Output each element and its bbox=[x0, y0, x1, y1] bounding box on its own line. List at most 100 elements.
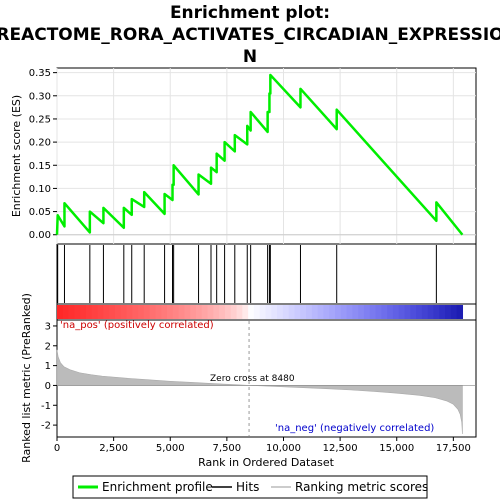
heatbar-segment bbox=[410, 305, 417, 319]
heatbar-segment bbox=[178, 305, 186, 319]
legend-metric-label: Ranking metric scores bbox=[295, 480, 428, 494]
heatbar-segment bbox=[352, 305, 359, 319]
heatbar-segment bbox=[398, 305, 406, 319]
heatbar-segment bbox=[404, 305, 411, 319]
heatbar-segment bbox=[120, 305, 128, 319]
heatbar-segment bbox=[300, 305, 307, 319]
metric-area bbox=[56, 349, 463, 435]
heatbar-segment bbox=[85, 305, 93, 319]
heatbar-segment bbox=[155, 305, 162, 319]
heatbar-segment bbox=[248, 305, 255, 319]
heatbar-segment bbox=[230, 305, 238, 319]
x-ticks: 0 2,500 5,000 7,500 10,000 12,500 15,000 17,500 bbox=[54, 437, 471, 454]
heatbar-segment bbox=[450, 305, 458, 319]
x-tick-label: 2,500 bbox=[99, 443, 128, 454]
heatbar-segment bbox=[329, 305, 336, 319]
heatbar-segment bbox=[294, 305, 301, 319]
heatbar-segment bbox=[427, 305, 435, 319]
heatbar-segment bbox=[97, 305, 104, 319]
heatbar-segment bbox=[317, 305, 325, 319]
heatbar-segment bbox=[62, 305, 70, 319]
metric-area-group bbox=[56, 321, 476, 436]
heatbar-segment bbox=[334, 305, 342, 319]
heatbar-segment bbox=[369, 305, 377, 319]
x-tick-label: 12,500 bbox=[323, 443, 358, 454]
es-tick-label: 0.25 bbox=[29, 114, 51, 125]
metric-tick-label: -2 bbox=[41, 421, 51, 432]
heatbar-segment bbox=[271, 305, 278, 319]
heatbar-segment bbox=[126, 305, 133, 319]
heatbar-segment bbox=[103, 305, 110, 319]
heatbar-segment bbox=[259, 305, 267, 319]
heatbar-segment bbox=[456, 305, 464, 319]
heatbar-segment bbox=[57, 305, 64, 319]
heatbar-segment bbox=[421, 305, 429, 319]
x-axis-label: Rank in Ordered Dataset bbox=[198, 456, 335, 469]
zero-cross-label: Zero cross at 8480 bbox=[210, 374, 295, 384]
metric-ticks: -2 -1 0 1 2 3 bbox=[41, 321, 57, 432]
heatbar-segment bbox=[138, 305, 145, 319]
es-series-line bbox=[55, 73, 464, 236]
title-line-3: N bbox=[243, 47, 257, 67]
es-tick-label: 0.10 bbox=[29, 184, 51, 195]
heatbar-segment bbox=[213, 305, 220, 319]
metric-tick-label: 2 bbox=[45, 341, 51, 352]
legend-es-label: Enrichment profile bbox=[102, 480, 213, 494]
heatbar-segment bbox=[167, 305, 174, 319]
neg-corr-label: 'na_neg' (negatively correlated) bbox=[275, 423, 434, 434]
es-tick-label: 0.00 bbox=[29, 230, 51, 241]
title-line-2: REACTOME_RORA_ACTIVATES_CIRCADIAN_EXPRES… bbox=[0, 25, 500, 45]
heatbar-segment bbox=[236, 305, 243, 319]
x-tick-label: 17,500 bbox=[436, 443, 471, 454]
heatbar-segment bbox=[219, 305, 226, 319]
rank-heatbar bbox=[57, 305, 464, 319]
heatbar-segment bbox=[358, 305, 365, 319]
legend-box bbox=[72, 475, 428, 499]
heatbar-segment bbox=[172, 305, 180, 319]
heatbar-segment bbox=[381, 305, 388, 319]
x-tick-label: 7,500 bbox=[213, 443, 242, 454]
title-line-1: Enrichment plot: bbox=[170, 3, 330, 23]
es-tick-label: 0.05 bbox=[29, 207, 51, 218]
hit-marks bbox=[57, 245, 437, 303]
heatbar-segment bbox=[439, 305, 446, 319]
es-tick-label: 0.35 bbox=[29, 68, 51, 79]
heatbar-segment bbox=[201, 305, 209, 319]
es-ticks: 0.00 0.05 0.10 0.15 0.20 0.25 0.30 0.35 bbox=[29, 68, 57, 241]
x-tick-label: 5,000 bbox=[156, 443, 185, 454]
x-tick-label: 15,000 bbox=[379, 443, 414, 454]
x-tick-label: 0 bbox=[54, 443, 60, 454]
heatbar-segment bbox=[340, 305, 348, 319]
heatbar-segment bbox=[392, 305, 400, 319]
heatbar-segment bbox=[224, 305, 232, 319]
heatbar-segment bbox=[346, 305, 353, 319]
heatbar-segment bbox=[433, 305, 440, 319]
heatbar-segment bbox=[68, 305, 75, 319]
heatbar-segment bbox=[277, 305, 284, 319]
heatbar-segment bbox=[207, 305, 214, 319]
heatbar-segment bbox=[80, 305, 87, 319]
heatbar-segment bbox=[74, 305, 81, 319]
pos-corr-label: 'na_pos' (positively correlated) bbox=[60, 320, 214, 331]
heatbar-segment bbox=[143, 305, 151, 319]
heatbar-segment bbox=[184, 305, 191, 319]
es-tick-label: 0.15 bbox=[29, 161, 51, 172]
heatbar-segment bbox=[114, 305, 122, 319]
es-axis-label: Enrichment score (ES) bbox=[10, 95, 23, 217]
heatbar-segment bbox=[132, 305, 139, 319]
heatbar-segment bbox=[416, 305, 423, 319]
heatbar-segment bbox=[195, 305, 203, 319]
heatbar-segment bbox=[363, 305, 371, 319]
heatbar-segment bbox=[445, 305, 452, 319]
x-tick-label: 10,000 bbox=[266, 443, 301, 454]
metric-tick-label: 0 bbox=[45, 381, 51, 392]
heatbar-segment bbox=[282, 305, 290, 319]
heatbar-segment bbox=[242, 305, 249, 319]
heatbar-segment bbox=[306, 305, 313, 319]
heatbar-segment bbox=[253, 305, 261, 319]
heatbar-segment bbox=[109, 305, 116, 319]
metric-axis-label: Ranked list metric (PreRanked) bbox=[20, 293, 33, 463]
es-tick-label: 0.30 bbox=[29, 91, 51, 102]
